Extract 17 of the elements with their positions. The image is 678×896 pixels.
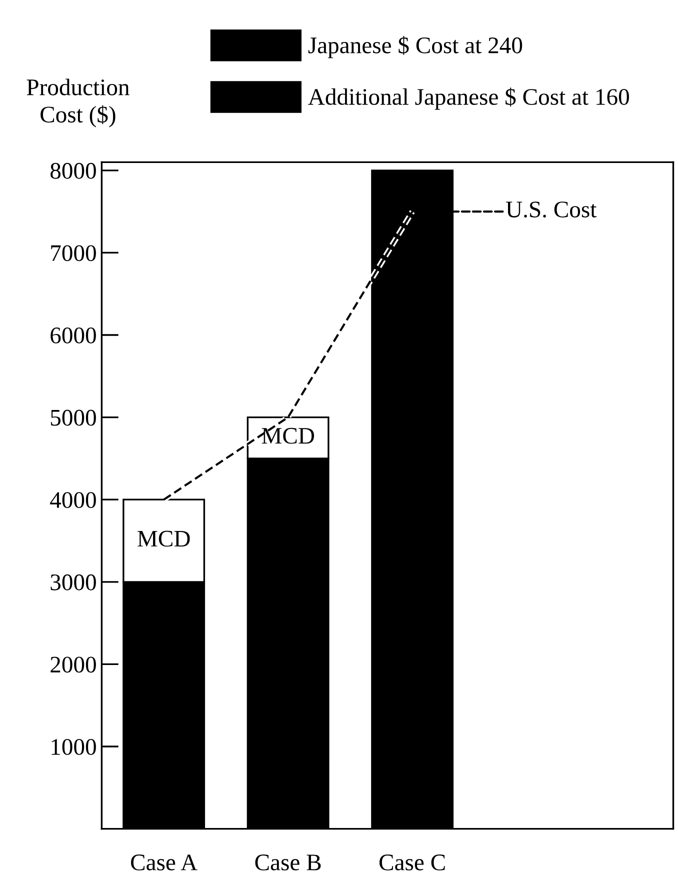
annotation: MCD [262, 428, 314, 444]
y-tick-label: 7000 [51, 245, 96, 262]
y-tick-label: 8000 [50, 162, 96, 179]
x-tick-label: Case A [131, 854, 198, 870]
y-tick-label: 4000 [50, 492, 96, 508]
x-tick-label: Case C [380, 854, 445, 870]
x-tick-label: Case B [255, 854, 321, 870]
y-tick-label: 6000 [50, 327, 96, 344]
legend-label: U.S. Cost [506, 202, 597, 218]
y-axis-title: Production Cost ($) [26, 78, 130, 128]
y-tick-label: 2000 [50, 656, 96, 673]
legend-label: Japanese $ Cost at 240 [308, 36, 522, 58]
legend-label: Additional Japanese $ Cost at 160 [308, 88, 629, 110]
y-tick-label: 1000 [52, 738, 96, 755]
y-tick-label: 3000 [50, 574, 96, 590]
annotation: MCD [138, 530, 190, 547]
y-tick-label: 5000 [50, 410, 96, 426]
